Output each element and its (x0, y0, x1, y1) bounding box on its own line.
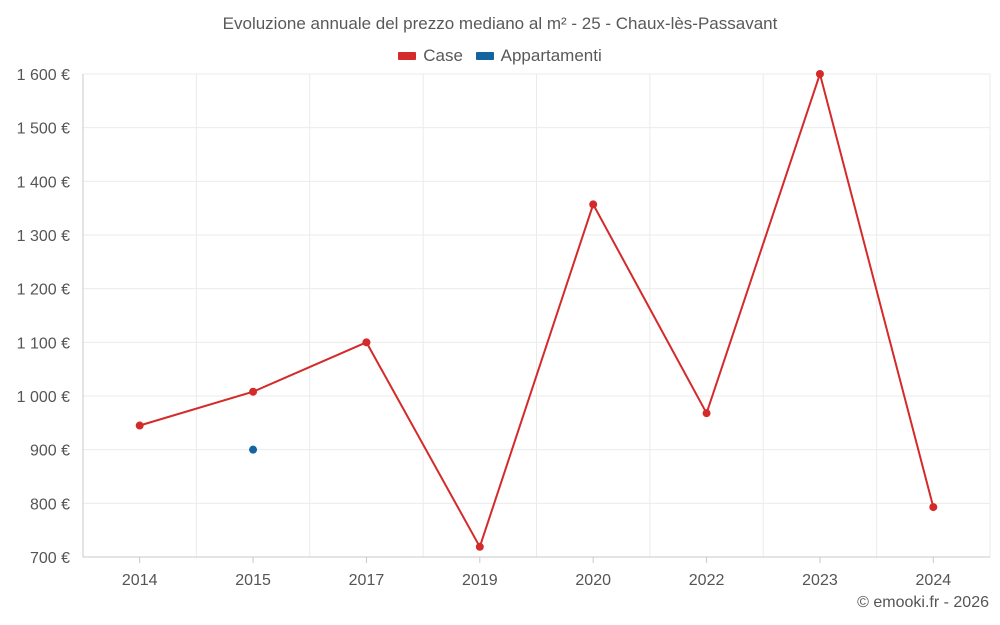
axes (82, 74, 990, 563)
data-point-case[interactable] (815, 70, 824, 78)
data-point-case[interactable] (362, 338, 371, 347)
y-tick-label: 1 300 € (17, 228, 70, 245)
y-tick-label: 800 € (30, 496, 70, 513)
y-tick-label: 1 200 € (17, 282, 70, 299)
data-point-case[interactable] (929, 503, 938, 512)
credit-text: © emooki.fr - 2026 (857, 594, 989, 611)
x-tick-label: 2015 (235, 572, 271, 589)
legend-label-appartamenti: Appartamenti (500, 46, 602, 65)
y-tick-label: 900 € (30, 443, 70, 460)
data-point-appartamenti[interactable] (249, 445, 258, 454)
y-tick-label: 1 600 € (17, 67, 70, 84)
x-tick-label: 2017 (349, 572, 385, 589)
x-tick-label: 2024 (916, 572, 952, 589)
data-point-case[interactable] (702, 409, 711, 418)
x-tick-label: 2019 (462, 572, 498, 589)
legend-swatch-appartamenti (475, 52, 494, 60)
chart-title: Evoluzione annuale del prezzo mediano al… (222, 14, 778, 33)
data-point-case[interactable] (135, 421, 144, 430)
y-tick-label: 1 500 € (17, 121, 70, 138)
legend-item-appartamenti[interactable]: Appartamenti (475, 46, 602, 66)
legend-item-case[interactable]: Case (398, 46, 463, 66)
x-tick-label: 2023 (802, 572, 838, 589)
x-tick-label: 2020 (575, 572, 611, 589)
series (135, 70, 938, 551)
x-tick-label: 2022 (689, 572, 725, 589)
legend-label-case: Case (423, 46, 463, 65)
legend-swatch-case (398, 52, 417, 60)
legend: Case Appartamenti (0, 45, 1000, 66)
y-tick-label: 1 400 € (17, 174, 70, 191)
data-point-case[interactable] (249, 387, 258, 396)
x-tick-label: 2014 (122, 572, 158, 589)
series-line-case (139, 70, 935, 550)
data-point-case[interactable] (475, 542, 484, 551)
tick-labels: 700 € 800 € 900 € 1 000 € 1 100 € 1 200 € 1 30… (17, 67, 952, 589)
y-tick-label: 1 100 € (17, 335, 70, 352)
y-tick-label: 1 000 € (17, 389, 70, 406)
grid-lines (82, 73, 991, 557)
y-tick-label: 700 € (30, 550, 70, 567)
data-point-case[interactable] (589, 200, 598, 209)
